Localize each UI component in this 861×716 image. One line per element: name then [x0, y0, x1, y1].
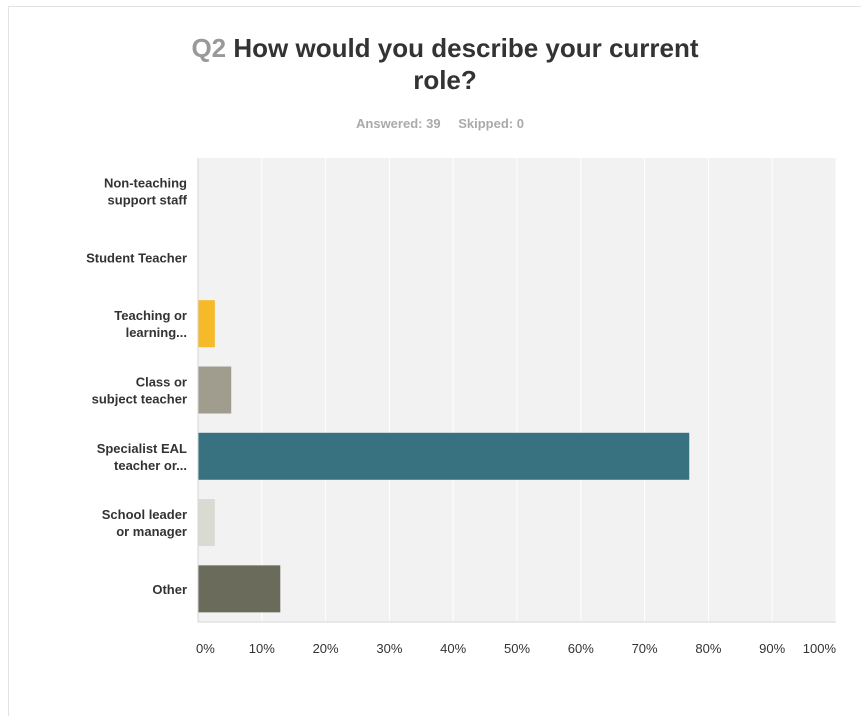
x-tick-label-9: 90% — [759, 641, 785, 656]
category-label-1: Student Teacher — [86, 250, 187, 265]
category-label-4: Specialist EAL teacher or... — [97, 441, 187, 473]
x-tick-label-6: 60% — [568, 641, 594, 656]
question-text-line-1: How would you describe your current — [233, 33, 699, 63]
question-text-line-2: role? — [413, 65, 477, 95]
bar-3 — [198, 366, 232, 414]
bar-6 — [198, 565, 281, 613]
skipped-count: Skipped: 0 — [458, 116, 524, 131]
question-number: Q2 — [191, 33, 227, 63]
skipped-label: Skipped: — [458, 116, 514, 131]
x-tick-label-7: 70% — [632, 641, 658, 656]
response-summary: Answered: 39 Skipped: 0 — [0, 116, 861, 131]
question-title: Q2 How would you describe your current r… — [150, 32, 740, 96]
answered-label: Answered: — [356, 116, 423, 131]
x-tick-label-2: 20% — [313, 641, 339, 656]
bar-5 — [198, 499, 215, 547]
x-tick-label-8: 80% — [695, 641, 721, 656]
x-tick-label-10: 100% — [803, 641, 837, 656]
answered-count: Answered: 39 — [356, 116, 441, 131]
bar-4 — [198, 432, 690, 480]
category-label-3: Class or subject teacher — [92, 375, 187, 407]
x-tick-label-5: 50% — [504, 641, 530, 656]
x-tick-label-0: 0% — [196, 641, 215, 656]
answered-value: 39 — [426, 116, 441, 131]
category-label-2: Teaching or learning... — [114, 308, 187, 340]
category-label-0: Non-teaching support staff — [104, 176, 188, 208]
category-label-6: Other — [152, 582, 187, 597]
category-label-5: School leader or manager — [102, 507, 187, 539]
x-tick-label-4: 40% — [440, 641, 466, 656]
x-tick-label-3: 30% — [376, 641, 402, 656]
skipped-value: 0 — [516, 116, 524, 131]
x-tick-label-1: 10% — [249, 641, 275, 656]
bar-2 — [198, 300, 215, 348]
